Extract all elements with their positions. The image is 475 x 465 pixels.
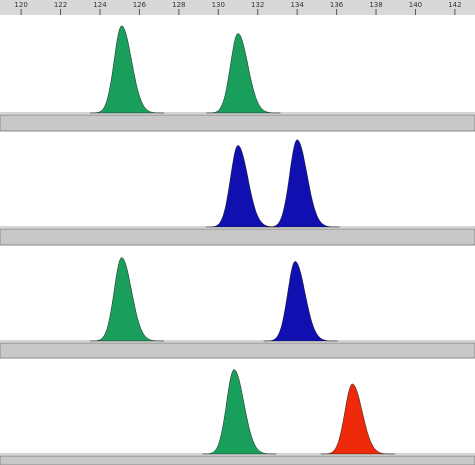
tick-label: 140 (409, 1, 422, 9)
tick-label: 124 (93, 1, 107, 9)
peak (265, 139, 340, 228)
tick-label: 120 (14, 1, 27, 9)
tick-label: 122 (54, 1, 67, 9)
tick-label: 130 (212, 1, 225, 9)
peak (206, 145, 281, 228)
tick-label: 132 (251, 1, 264, 9)
tick-label: 128 (172, 1, 185, 9)
tick-label: 126 (133, 1, 147, 9)
peak (206, 33, 281, 114)
separator (0, 455, 475, 465)
peak (90, 257, 165, 342)
separator (0, 114, 475, 132)
separator (0, 342, 475, 359)
peak (90, 25, 165, 114)
peak (263, 261, 338, 342)
peak (320, 383, 395, 455)
tick-label: 138 (369, 1, 382, 9)
tick-label: 142 (448, 1, 461, 9)
tick-label: 136 (330, 1, 344, 9)
ruler (0, 0, 475, 15)
separator (0, 228, 475, 246)
tick-label: 134 (290, 1, 304, 9)
peak (202, 369, 277, 455)
